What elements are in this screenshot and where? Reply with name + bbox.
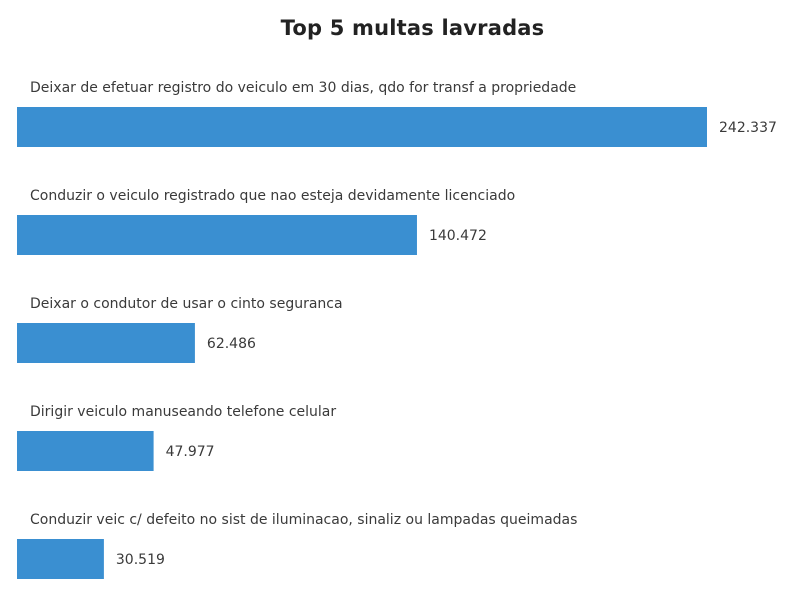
bar[interactable] [17,323,195,363]
value-label: 47.977 [166,444,215,460]
value-label: 242.337 [719,120,777,136]
category-label: Dirigir veiculo manuseando telefone celu… [30,404,336,420]
value-label: 140.472 [429,228,487,244]
bar[interactable] [17,215,417,255]
category-label: Conduzir o veiculo registrado que nao es… [30,188,515,204]
value-label: 62.486 [207,336,256,352]
category-label: Deixar de efetuar registro do veiculo em… [30,80,576,96]
value-label: 30.519 [116,552,165,568]
category-label: Deixar o condutor de usar o cinto segura… [30,296,343,312]
category-label: Conduzir veic c/ defeito no sist de ilum… [30,512,577,528]
chart-title: Top 5 multas lavradas [280,16,545,40]
bar[interactable] [17,107,707,147]
bar[interactable] [17,431,154,471]
bar[interactable] [17,539,104,579]
